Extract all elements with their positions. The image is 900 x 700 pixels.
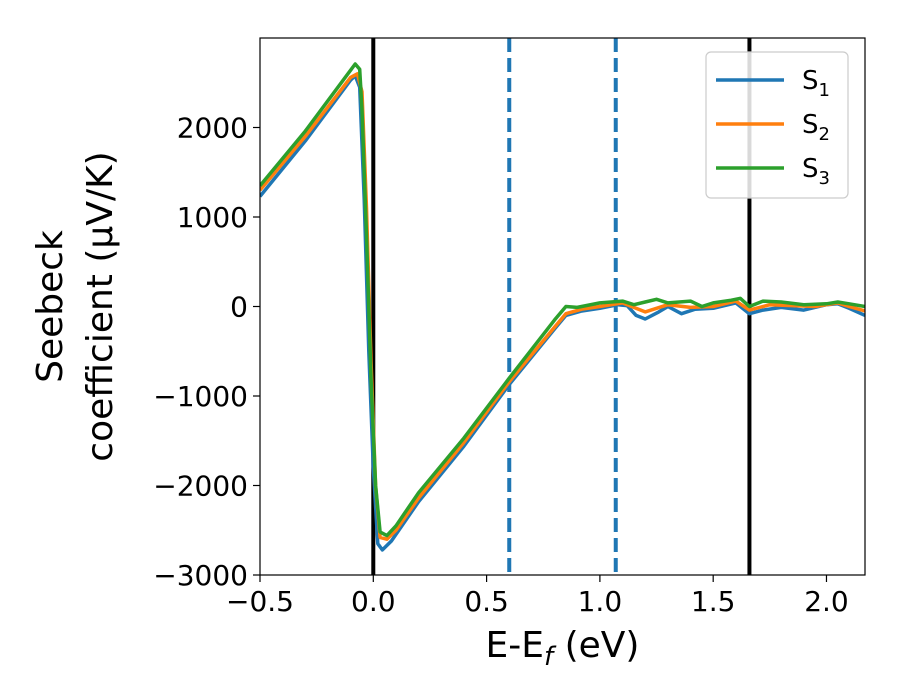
y-tick-label: −1000	[153, 380, 248, 413]
legend-label-s1: S1	[802, 66, 830, 101]
y-tick-label: −3000	[153, 559, 248, 592]
x-axis-label: E-Ef (eV)	[486, 625, 640, 672]
series-line-s3	[260, 62, 865, 538]
y-axis-label-line1: Seebeck	[30, 230, 71, 383]
y-axis-label-line2: coefficient (μV/K)	[80, 151, 121, 461]
x-tick-label: 0.0	[351, 585, 396, 618]
legend-label-s3: S3	[802, 154, 830, 189]
x-tick-label: 0.5	[464, 585, 509, 618]
x-tick-label: −0.5	[226, 585, 294, 618]
x-tick-label: 1.0	[578, 585, 623, 618]
y-axis-ticks: −3000 −2000 −1000 0 1000 2000	[153, 112, 260, 592]
x-axis-ticks: −0.5 0.0 0.5 1.0 1.5 2.0	[226, 575, 849, 618]
legend: S1 S2 S3	[705, 51, 849, 199]
series-layer	[260, 62, 865, 552]
x-tick-label: 1.5	[691, 585, 736, 618]
y-tick-label: 0	[230, 291, 248, 324]
y-tick-label: −2000	[153, 470, 248, 503]
y-tick-label: 1000	[177, 201, 248, 234]
y-tick-label: 2000	[177, 112, 248, 145]
legend-label-s2: S2	[802, 110, 830, 145]
x-tick-label: 2.0	[804, 585, 849, 618]
